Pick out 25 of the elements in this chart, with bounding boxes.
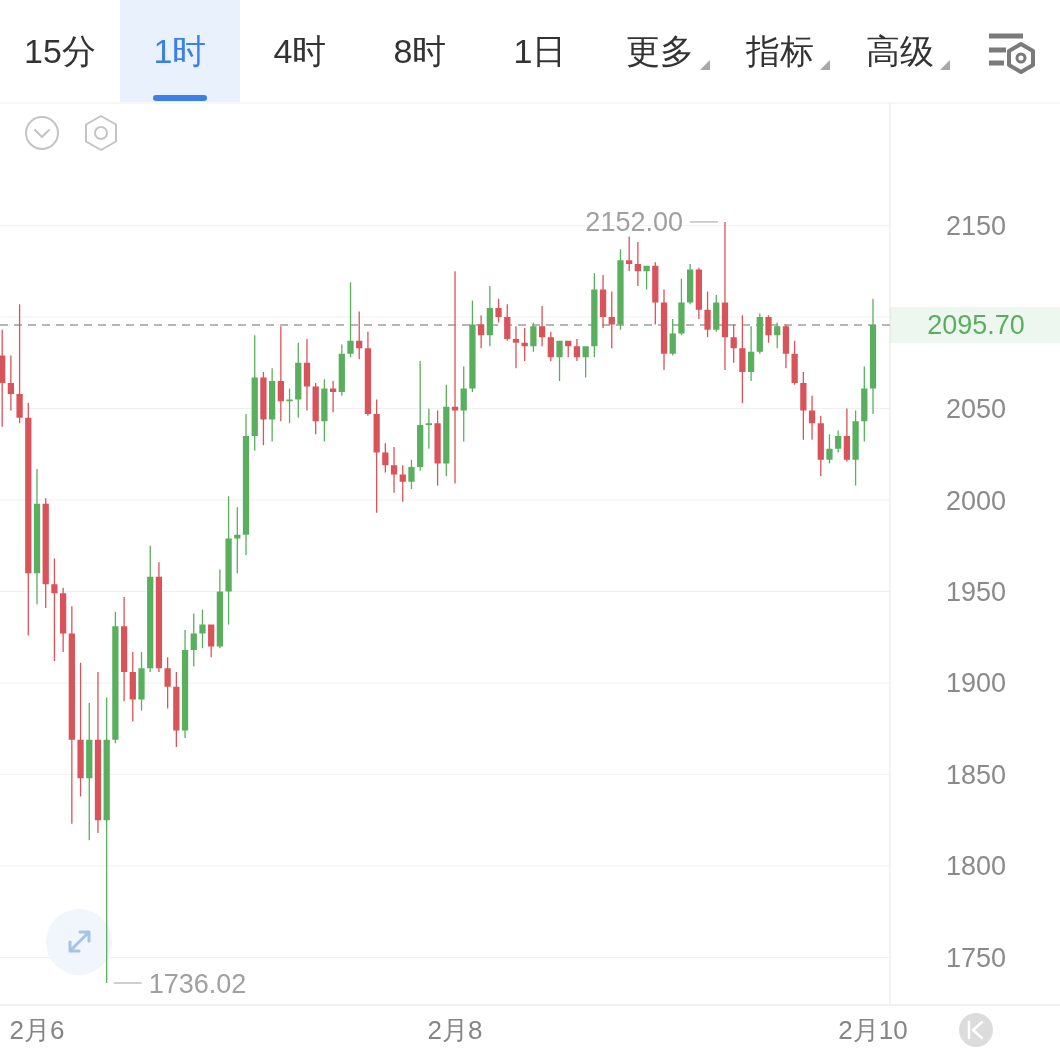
- point-note: 2152.00: [585, 207, 719, 238]
- tab-label: 1时: [153, 32, 207, 70]
- annotation: 1736.02: [148, 968, 247, 999]
- tab-label: 15分: [24, 32, 96, 70]
- tab-label: 指标: [746, 32, 814, 70]
- tab-label: 1日: [513, 32, 567, 70]
- y-tick-label: 1850: [945, 759, 1007, 790]
- annotation: 2152.00: [585, 207, 683, 238]
- x-tick-label: 2月6: [9, 1015, 65, 1045]
- y-tick-label: 2050: [945, 394, 1007, 425]
- tab-label: 8时: [393, 32, 447, 70]
- tab-label: 4时: [273, 32, 327, 70]
- x-tick-label: 2月10: [838, 1015, 908, 1045]
- tab-label: 更多: [626, 32, 694, 70]
- tab-label: 高级: [866, 32, 934, 70]
- y-tick-label: 2150: [945, 211, 1007, 242]
- y-tick-label: 1950: [945, 577, 1007, 608]
- y-tick-label: 1750: [945, 942, 1007, 973]
- point-note: 1736.02: [112, 968, 247, 999]
- ref-line-label: 2095.70: [927, 310, 1025, 341]
- y-tick-label: 2000: [945, 485, 1007, 516]
- y-tick-label: 1900: [945, 668, 1007, 699]
- y-tick-label: 1800: [945, 851, 1007, 882]
- ref-line: 2095.70: [0, 306, 1060, 343]
- x-tick-label: 2月8: [427, 1015, 483, 1045]
